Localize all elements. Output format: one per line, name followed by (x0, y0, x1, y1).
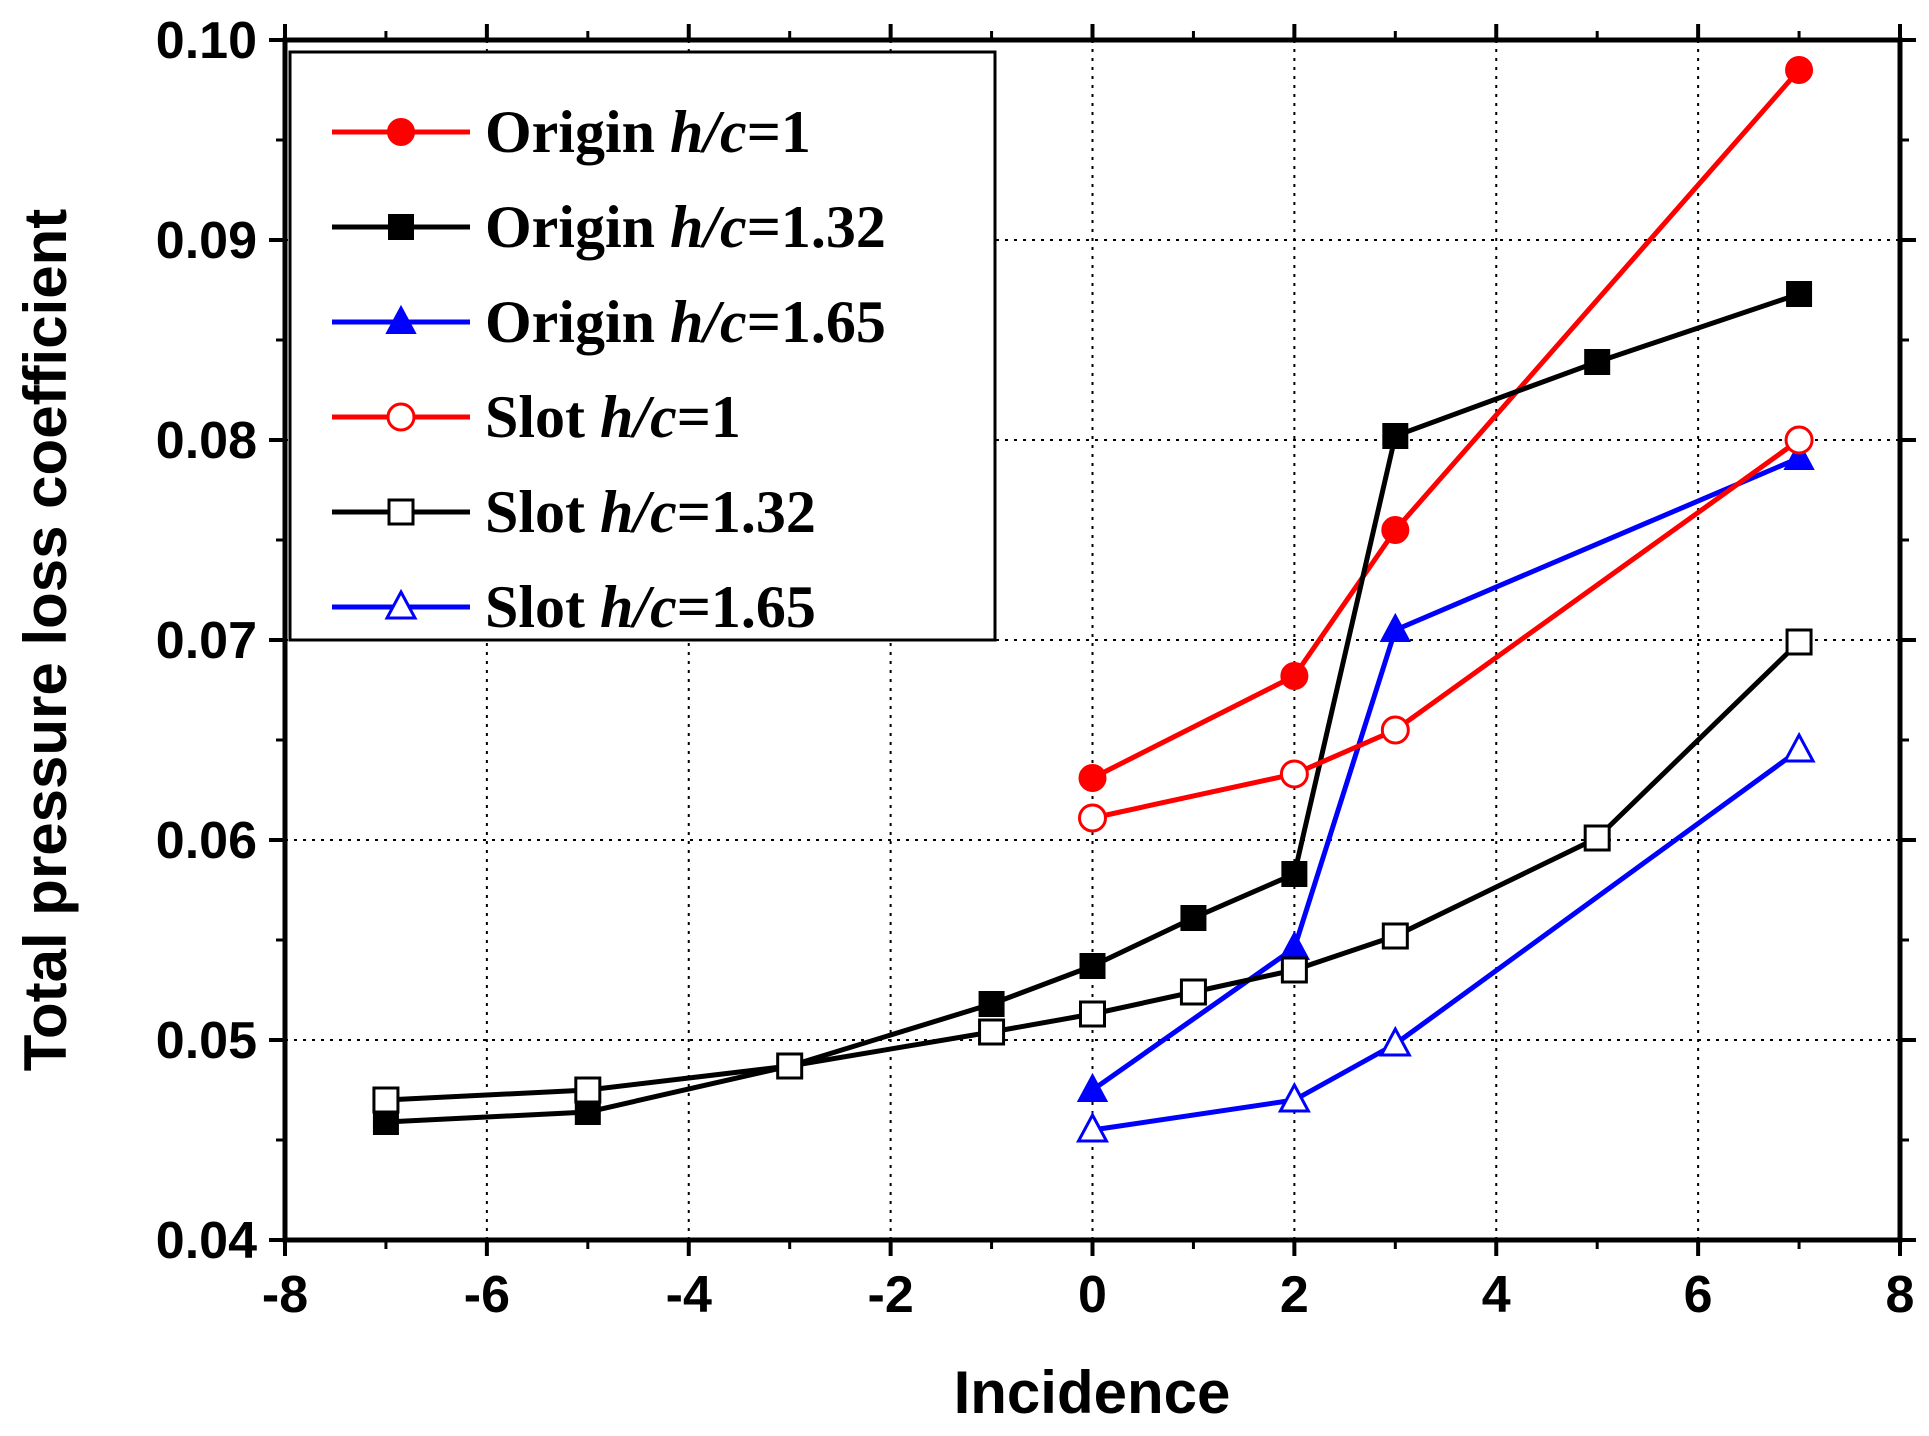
data-point (1380, 715, 1410, 745)
legend-marker-3 (385, 304, 417, 334)
y-tick-label: 0.07 (156, 612, 257, 670)
legend-label-prefix: Slot (485, 384, 600, 450)
x-tick-label: 4 (1482, 1266, 1511, 1324)
data-point (1379, 612, 1411, 642)
x-tick-label: -6 (464, 1266, 510, 1324)
data-point (1280, 662, 1309, 690)
legend-marker-1 (387, 118, 415, 146)
x-tick-label: -4 (666, 1266, 712, 1324)
data-point (372, 1109, 399, 1135)
legend-marker-5 (387, 498, 415, 526)
data-point (1079, 953, 1106, 979)
legend-label-prefix: Origin (485, 289, 670, 355)
data-point (1279, 759, 1309, 789)
y-tick-label: 0.09 (156, 212, 257, 270)
data-point (1179, 978, 1207, 1006)
data-point (1378, 1025, 1412, 1057)
data-point (574, 1076, 602, 1104)
legend-label-suffix: =1.65 (747, 289, 886, 355)
data-point (1079, 1000, 1106, 1028)
y-tick-label: 0.04 (156, 1212, 257, 1270)
data-point (1078, 764, 1107, 792)
legend-label-suffix: =1 (677, 384, 741, 450)
legend-label-italic: h/c (670, 99, 747, 165)
legend-label-prefix: Origin (485, 99, 670, 165)
data-point (1382, 423, 1409, 449)
data-point (1381, 922, 1409, 950)
y-tick-label: 0.05 (156, 1012, 257, 1070)
legend-label-italic: h/c (670, 194, 747, 260)
axis-ticks (269, 24, 1916, 1256)
data-point (1076, 1072, 1109, 1102)
data-point (1280, 956, 1308, 984)
tick-labels: -8 -6 -4 -2 0 2 4 6 8 0.04 0.05 0.06 0.07 0.08 0.09 0.1… (156, 12, 1915, 1324)
y-tick-label: 0.10 (156, 12, 257, 70)
legend-label-4: Slot h/c=1 (485, 384, 741, 450)
data-point (1584, 349, 1611, 375)
data-point (1786, 281, 1813, 307)
series-line-5 (385, 640, 1801, 1103)
legend-box (288, 50, 997, 642)
data-point (1583, 824, 1611, 852)
x-tick-label: 2 (1280, 1266, 1309, 1324)
series-line-3 (1091, 455, 1801, 1093)
legend-label-6: Slot h/c=1.65 (485, 574, 816, 640)
legend-label-italic: h/c (600, 479, 677, 545)
data-point (1278, 930, 1311, 960)
data-point (1078, 803, 1107, 833)
legend-label-suffix: =1.32 (677, 479, 816, 545)
x-tick-label: 0 (1078, 1266, 1107, 1324)
legend-label-3: Origin h/c=1.65 (485, 289, 886, 355)
x-tick-label: -2 (868, 1266, 914, 1324)
x-tick-label: 8 (1886, 1266, 1915, 1324)
legend-label-italic: h/c (600, 574, 677, 640)
series-line-2 (385, 291, 1800, 1125)
series-markers (372, 56, 1816, 1143)
series-line-1 (1091, 68, 1801, 781)
x-axis-title: Incidence (954, 1359, 1231, 1426)
data-point (1785, 56, 1814, 84)
series-line-4 (1091, 437, 1801, 821)
y-tick-label: 0.06 (156, 812, 257, 870)
legend-label-prefix: Origin (485, 194, 670, 260)
data-point (776, 1052, 804, 1080)
data-point (372, 1086, 400, 1114)
data-point (1277, 1081, 1311, 1113)
legend-label-2: Origin h/c=1.32 (485, 194, 886, 260)
data-point (1785, 628, 1813, 656)
legend-label-prefix: Slot (485, 574, 600, 640)
y-tick-label: 0.08 (156, 412, 257, 470)
legend-marker-2 (388, 214, 414, 240)
legend-marker-4 (386, 402, 416, 432)
legend-marker-6 (384, 588, 418, 620)
legend-label-italic: h/c (600, 384, 677, 450)
series-lines (385, 68, 1801, 1133)
legend-label-suffix: =1.32 (747, 194, 886, 260)
data-point (1281, 861, 1308, 887)
data-point (1782, 731, 1816, 763)
legend-label-prefix: Slot (485, 479, 600, 545)
data-point (1783, 440, 1815, 470)
data-point (978, 991, 1005, 1017)
data-point (978, 1018, 1006, 1046)
series-line-6 (1092, 747, 1801, 1133)
legend-label-suffix: =1.65 (677, 574, 816, 640)
data-point (1381, 516, 1410, 544)
x-tick-label: -8 (262, 1266, 308, 1324)
legend-label-italic: h/c (670, 289, 747, 355)
legend-label-1: Origin h/c=1 (485, 99, 811, 165)
legend-label-5: Slot h/c=1.32 (485, 479, 816, 545)
data-point (1075, 1111, 1110, 1143)
x-tick-label: 6 (1684, 1266, 1713, 1324)
y-axis-title: Total pressure loss coefficient (12, 209, 79, 1071)
data-point (574, 1099, 601, 1125)
legend-label-suffix: =1 (747, 99, 811, 165)
data-point (1180, 905, 1207, 931)
data-point (1784, 425, 1814, 455)
